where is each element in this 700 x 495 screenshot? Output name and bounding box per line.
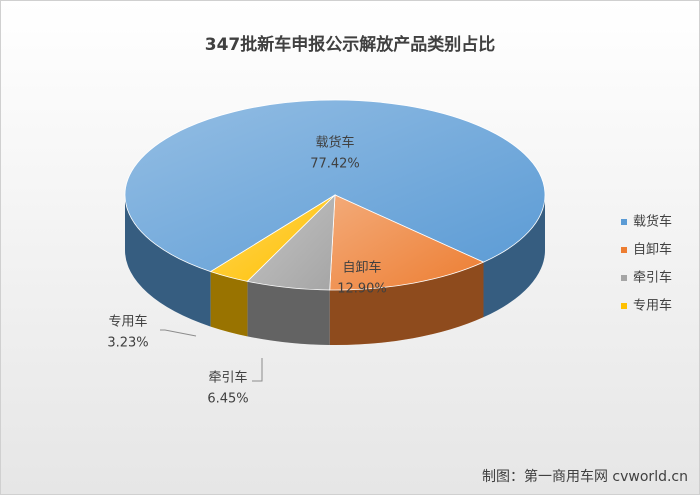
legend-label: 专用车 (633, 298, 672, 314)
data-label-name: 专用车 (108, 314, 147, 330)
legend-label: 牵引车 (633, 270, 672, 286)
data-label-value: 77.42% (310, 157, 360, 172)
slice-side (483, 195, 545, 318)
legend-label: 载货车 (633, 214, 672, 230)
slice-shine (247, 195, 335, 290)
data-label-name: 载货车 (315, 135, 354, 151)
source-note: 制图：第一商用车网 cvworld.cn (482, 468, 688, 485)
leader-line (160, 329, 197, 337)
legend-marker (621, 303, 627, 309)
slice-shine (329, 195, 484, 291)
data-label-value: 6.45% (207, 392, 248, 407)
slice-side (210, 271, 248, 337)
slice-side-shade (210, 271, 248, 337)
chart-title: 347批新车申报公示解放产品类别占比 (205, 34, 496, 55)
slice-side (125, 195, 211, 327)
data-label-name: 牵引车 (208, 370, 247, 386)
slice-side-shade (329, 262, 484, 345)
leader-line (252, 358, 263, 382)
data-label-name: 自卸车 (342, 260, 381, 276)
data-label-value: 12.90% (337, 282, 387, 297)
slice-side (329, 262, 484, 345)
data-label-value: 3.23% (107, 336, 148, 351)
legend-label: 自卸车 (633, 242, 672, 258)
slice-shine (125, 100, 545, 272)
slice-side (247, 281, 330, 345)
legend-marker (621, 247, 627, 253)
legend-marker (621, 219, 627, 225)
slice-side-shade (125, 195, 211, 327)
slice-shine (210, 195, 335, 282)
legend-marker (621, 275, 627, 281)
slice-side-shade (247, 281, 330, 345)
slice-side-shade (483, 195, 545, 318)
